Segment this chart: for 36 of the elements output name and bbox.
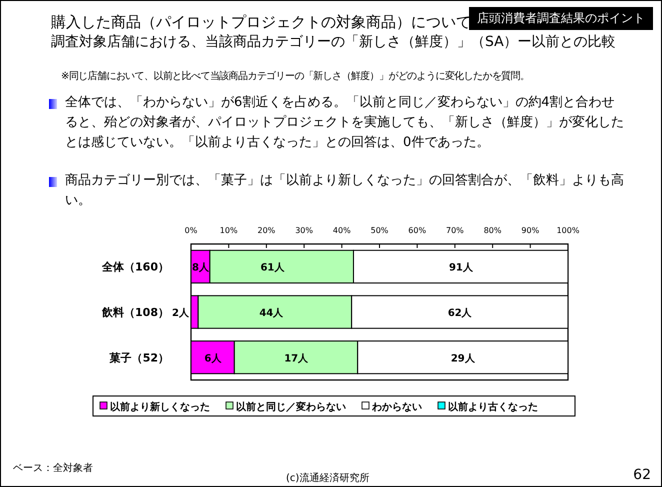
text: (c)流通経済研究所 (286, 472, 370, 485)
chart-subtitle: 調査対象店舗における、当該商品カテゴリーの「新しさ（鮮度）」（SA）ー以前との比較 (51, 33, 616, 51)
x-tick-label: 70% (446, 226, 464, 235)
annotation: 62人 (448, 307, 473, 319)
chart-title: 購入した商品（パイロットプロジェクトの対象商品）について (51, 13, 471, 32)
x-tick-label: 10% (220, 226, 238, 235)
y-tick-label: 全体（160） (101, 260, 169, 274)
text: ※同じ店舗において、以前と比べて当該商品カテゴリーの「新しさ（鮮度）」がどのように変化したかを質問。 (61, 70, 530, 83)
y-tick-label: 菓子（52） (108, 351, 169, 364)
x-tick-label: 90% (521, 226, 540, 235)
x-tick-label: 30% (295, 226, 314, 235)
annotation: 17人 (284, 352, 310, 364)
annotation: 8人 (192, 262, 210, 274)
x-tick-label: 60% (408, 226, 426, 235)
annotation: 2人 (172, 307, 190, 319)
annotation: 44人 (259, 307, 284, 319)
text: 全体では、「わからない」が6割近くを占める。「以前と同じ／変わらない」の約4割と合わせると、殆どの対象者が、パイロットプロジェクトを実施しても、「新しさ（鮮度）」が変化したとは感じていない。「以前より古くなった」との回答は、0件であった。 (65, 94, 625, 152)
annotation: 29人 (450, 352, 476, 364)
y-tick-label: 飲料（108） (101, 306, 169, 319)
legend-label: 以前より古くなった (448, 401, 538, 413)
legend-label: わからない (371, 402, 422, 413)
text: 商品カテゴリー別では、「菓子」は「以前より新しくなった」の回答割合が、「飲料」よりも高い。 (65, 172, 625, 210)
annotation: 91人 (448, 262, 474, 274)
x-tick-label: 40% (332, 226, 352, 235)
annotation: 61人 (260, 262, 286, 274)
x-tick-label: 100% (556, 226, 580, 235)
x-tick-label: 50% (370, 226, 389, 235)
text: 62 (633, 467, 651, 483)
legend-label: 以前より新しくなった (110, 401, 210, 413)
text: ベース：全対象者 (13, 462, 93, 475)
annotation: 6人 (204, 352, 222, 364)
text: 店頭消費者調査結果のポイント (477, 11, 645, 25)
x-tick-label: 0% (184, 226, 198, 235)
x-tick-label: 20% (258, 226, 276, 235)
legend-label: 以前と同じ／変わらない (236, 401, 346, 413)
x-tick-label: 80% (484, 226, 502, 235)
